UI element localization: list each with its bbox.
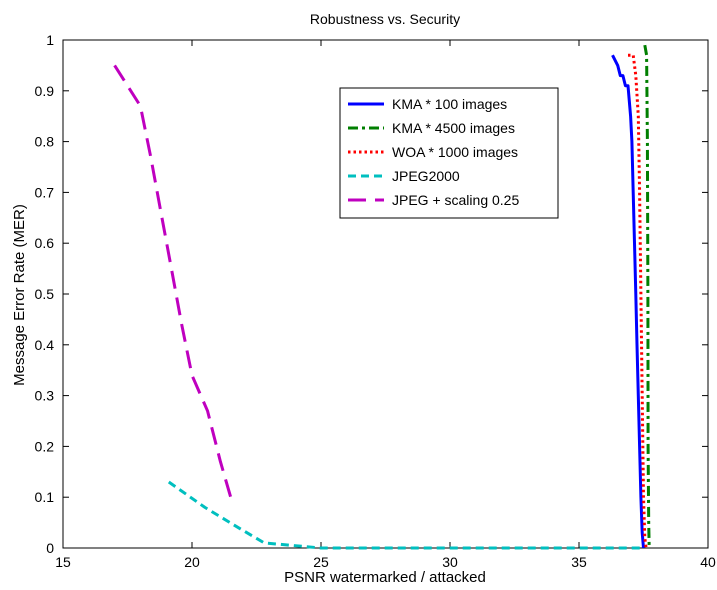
series-line-4 (167, 480, 644, 550)
chart-title: Robustness vs. Security (310, 11, 460, 27)
series-line-2 (643, 44, 651, 549)
x-tick-label: 35 (571, 554, 587, 570)
y-tick-label: 1 (46, 32, 54, 48)
y-tick-label: 0.8 (35, 134, 55, 150)
legend-entry-3: WOA * 1000 images (392, 144, 518, 160)
y-tick-label: 0.2 (35, 438, 55, 454)
y-tick-label: 0.7 (35, 184, 55, 200)
y-tick-label: 0.6 (35, 235, 55, 251)
legend: KMA * 100 images KMA * 4500 images WOA * 1… (339, 87, 559, 219)
axis-ticks: 15 20 25 30 35 40 0 0.1 0.2 0.3 0.4 0.5 0.6 0.7 0.8 0.9… (35, 32, 716, 570)
y-axis-label: Message Error Rate (MER) (11, 204, 28, 386)
x-axis-label: PSNR watermarked / attacked (284, 569, 486, 586)
x-tick-label: 40 (700, 554, 716, 570)
legend-entry-4: JPEG2000 (392, 168, 460, 184)
legend-entry-1: KMA * 100 images (392, 96, 507, 112)
series-layer (113, 44, 651, 550)
y-tick-label: 0.3 (35, 388, 55, 404)
series-line-5 (113, 64, 233, 498)
x-tick-label: 25 (313, 554, 329, 570)
y-tick-label: 0.9 (35, 83, 55, 99)
legend-entry-5: JPEG + scaling 0.25 (392, 192, 519, 208)
x-tick-label: 20 (184, 554, 200, 570)
series-line-3 (628, 53, 648, 549)
x-tick-label: 30 (442, 554, 458, 570)
legend-entry-2: KMA * 4500 images (392, 120, 515, 136)
y-tick-label: 0.5 (35, 286, 55, 302)
series-line-1 (611, 54, 645, 549)
y-tick-label: 0.4 (35, 337, 55, 353)
y-tick-label: 0 (46, 540, 54, 556)
x-tick-label: 15 (55, 554, 71, 570)
y-tick-label: 0.1 (35, 489, 55, 505)
